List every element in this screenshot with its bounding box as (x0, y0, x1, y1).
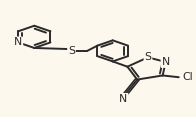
Text: S: S (68, 46, 75, 56)
Text: S: S (144, 52, 152, 62)
Text: N: N (119, 94, 128, 104)
Text: Cl: Cl (182, 72, 193, 82)
Text: N: N (14, 37, 22, 47)
Text: N: N (162, 57, 170, 67)
